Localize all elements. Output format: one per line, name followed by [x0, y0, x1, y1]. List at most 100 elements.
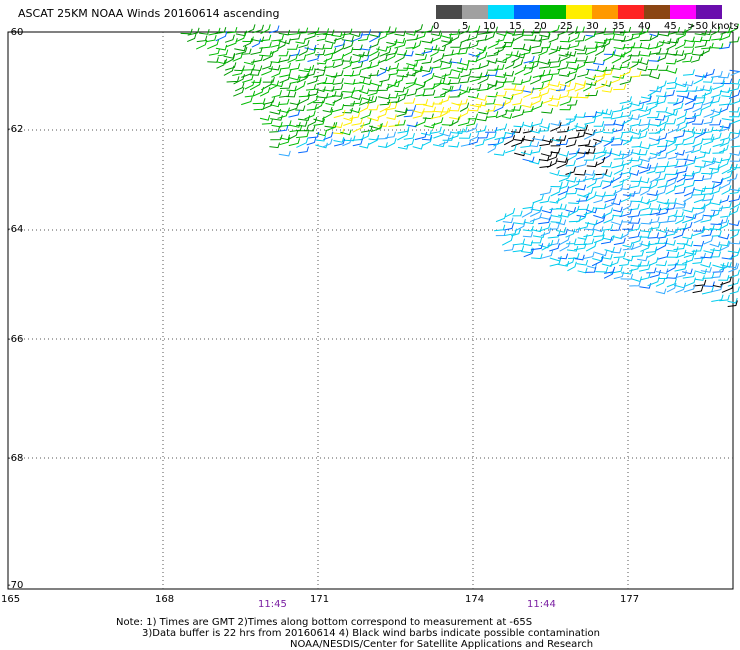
- wind-barb: [691, 119, 704, 125]
- wind-barb: [421, 134, 433, 141]
- wind-barb: [259, 114, 271, 121]
- wind-barb: [703, 96, 715, 106]
- wind-barb: [683, 47, 695, 55]
- wind-barb: [582, 251, 595, 260]
- wind-barb: [475, 100, 487, 107]
- wind-barb: [378, 93, 391, 100]
- wind-barb: [331, 53, 345, 62]
- wind-barb: [476, 115, 488, 122]
- wind-barb: [685, 95, 698, 101]
- wind-barb: [656, 198, 670, 205]
- wind-barb: [449, 91, 461, 98]
- wind-barb: [368, 69, 380, 77]
- wind-barb: [613, 51, 626, 58]
- wind-barb: [432, 98, 444, 105]
- wind-barb: [513, 121, 525, 128]
- wind-barb: [675, 214, 685, 225]
- wind-barb: [585, 219, 598, 226]
- wind-barb: [531, 47, 544, 55]
- wind-barb: [619, 208, 633, 218]
- wind-barb: [441, 37, 454, 48]
- wind-barb: [702, 68, 715, 78]
- wind-barb: [430, 30, 441, 37]
- wind-barb: [694, 29, 707, 36]
- wind-barb: [637, 260, 650, 267]
- wind-barb: [574, 130, 586, 139]
- wind-barb: [403, 50, 414, 57]
- wind-barb: [729, 187, 740, 195]
- wind-barb: [610, 150, 622, 157]
- wind-barb: [601, 177, 615, 183]
- wind-barb: [523, 248, 535, 258]
- wind-barb: [304, 64, 315, 71]
- wind-barb: [307, 131, 320, 139]
- wind-barb: [693, 74, 705, 85]
- wind-barb: [288, 138, 301, 147]
- wind-barb: [503, 223, 514, 231]
- wind-barb: [421, 66, 432, 73]
- wind-barb: [403, 110, 414, 118]
- longitude-label: 177: [620, 594, 640, 605]
- wind-barb: [673, 130, 686, 139]
- wind-barb: [655, 240, 668, 251]
- wind-barb: [646, 267, 657, 274]
- colorbar-swatch: [514, 5, 540, 19]
- wind-barb: [298, 94, 311, 105]
- wind-barb: [719, 103, 730, 113]
- wind-barb: [701, 229, 713, 237]
- wind-barb: [441, 69, 452, 77]
- wind-barb: [493, 44, 505, 55]
- wind-barb: [269, 101, 281, 108]
- wind-barb: [412, 110, 424, 119]
- wind-barb: [703, 77, 714, 83]
- wind-barb: [306, 47, 317, 56]
- note-line-2: 3)Data buffer is 22 hrs from 20160614 4)…: [142, 628, 600, 639]
- wind-barb: [322, 43, 334, 50]
- wind-barb: [369, 39, 380, 49]
- wind-barb: [342, 137, 352, 147]
- wind-barb: [692, 128, 704, 135]
- wind-barb: [415, 99, 429, 105]
- wind-barb: [666, 50, 678, 56]
- wind-barb: [729, 69, 740, 73]
- wind-barb: [694, 162, 706, 168]
- wind-barb: [584, 30, 597, 42]
- wind-barb: [603, 214, 615, 224]
- wind-barb: [665, 58, 677, 65]
- wind-barb: [529, 60, 540, 70]
- wind-barb: [395, 93, 407, 104]
- wind-barb: [711, 33, 723, 41]
- wind-barb: [585, 191, 597, 202]
- wind-barb: [541, 207, 553, 214]
- wind-barb: [349, 107, 361, 114]
- wind-barb: [325, 122, 338, 132]
- wind-barb: [703, 136, 715, 146]
- wind-barb: [719, 122, 731, 129]
- wind-barb: [495, 230, 507, 237]
- wind-barb: [685, 145, 696, 154]
- wind-barb: [717, 158, 730, 169]
- wind-barb: [486, 57, 498, 64]
- wind-barb: [486, 111, 499, 118]
- wind-barb: [683, 249, 695, 258]
- wind-barb: [631, 57, 643, 63]
- wind-barb: [666, 110, 678, 117]
- wind-barb: [611, 64, 623, 71]
- wind-barb: [279, 82, 292, 89]
- wind-barb: [314, 49, 326, 56]
- wind-barb: [584, 224, 596, 231]
- wind-barb: [682, 56, 693, 63]
- wind-barb: [613, 30, 626, 36]
- time-label: 11:44: [527, 599, 556, 610]
- wind-barb: [351, 94, 362, 101]
- wind-barb: [701, 286, 714, 295]
- wind-barb: [583, 154, 596, 161]
- wind-barb: [709, 224, 723, 231]
- wind-barb: [448, 105, 461, 112]
- wind-barb: [620, 268, 633, 275]
- wind-barb: [251, 38, 262, 48]
- wind-barb: [647, 152, 658, 160]
- wind-barb: [467, 56, 479, 63]
- wind-barb: [692, 227, 705, 237]
- wind-barb: [557, 186, 570, 196]
